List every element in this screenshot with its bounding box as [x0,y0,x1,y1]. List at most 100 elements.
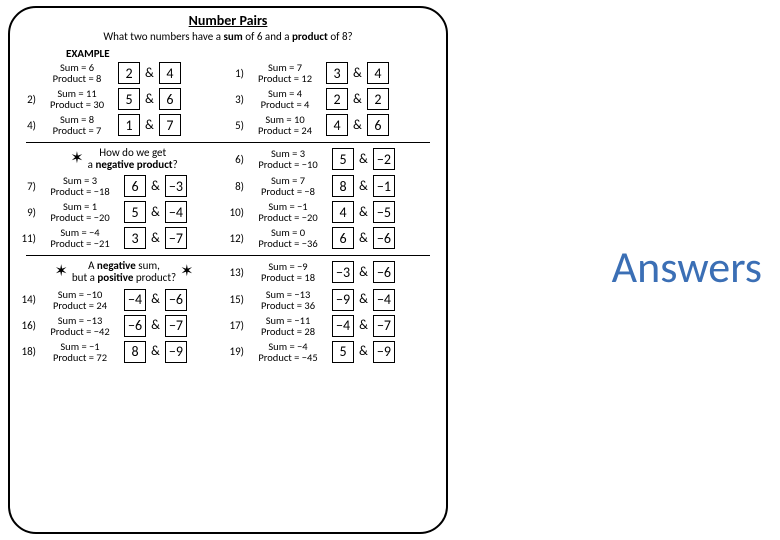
question-number: 9) [20,206,38,219]
question-number: 19) [228,345,246,358]
question-number: 5) [228,119,246,132]
row-q14-q15: 14) Sum = −10 Product = 24 −4 & −6 15) S… [20,289,436,311]
q17-cell: 17) Sum = −11 Product = 28 −4 & −7 [228,315,436,337]
answer-box-a: −6 [124,315,146,337]
question-number: 18) [20,345,38,358]
question-number: 4) [20,119,38,132]
answer-box-b: −7 [165,227,187,249]
answer-box-b: −6 [373,261,395,283]
sum-product-spec: Sum = −1 Product = 72 [38,341,122,363]
row-q9-q10: 9) Sum = 1 Product = −20 5 & −4 10) Sum … [20,201,436,223]
q9-cell: 9) Sum = 1 Product = −20 5 & −4 [20,201,228,223]
hint-line: sum, [136,259,160,272]
product-text: Product = 12 [258,73,312,84]
sum-product-spec: Sum = 7 Product = −8 [246,175,330,197]
product-text: Product = 28 [261,326,315,337]
answer-box-a: 3 [124,227,146,249]
row-hint2-q13: ✶ A negative sum, but a positive product… [20,260,436,284]
answer-box-a: 2 [326,88,348,110]
worksheet-title: Number Pairs [20,12,436,29]
product-text: Product = −20 [258,212,317,223]
q6-cell: 6) Sum = 3 Product = −10 5 & −2 [228,148,436,170]
q3-cell: 3) Sum = 4 Product = 4 2 & 2 [228,88,436,110]
answer-box-b: −4 [373,289,395,311]
answer-box-a: 8 [124,341,146,363]
answer-box-a: 5 [118,88,140,110]
sum-product-spec: Sum = 3 Product = −10 [246,148,330,170]
ampersand: & [142,66,157,81]
sum-product-spec: Sum = −13 Product = 36 [246,289,330,311]
answer-box-a: 5 [332,148,354,170]
ampersand: & [350,66,365,81]
sum-text: Sum = −1 [60,341,99,352]
product-text: Product = 24 [258,125,312,136]
answer-box-b: 6 [159,88,181,110]
answer-box-a: −4 [332,315,354,337]
ampersand: & [356,265,371,280]
worksheet-card: Number Pairs What two numbers have a sum… [8,6,448,534]
sum-product-spec: Sum = 7 Product = 12 [246,62,324,84]
q12-cell: 12) Sum = 0 Product = −36 6 & −6 [228,227,436,249]
answer-box-a: −9 [332,289,354,311]
product-text: Product = −10 [258,159,317,170]
row-q7-q8: 7) Sum = 3 Product = −18 6 & −3 8) Sum =… [20,175,436,197]
ampersand: & [148,344,163,359]
product-text: Product = 72 [53,352,107,363]
q13-cell: 13) Sum = −9 Product = 18 −3 & −6 [228,261,436,283]
answer-box-a: 6 [332,227,354,249]
answer-box-b: 7 [159,114,181,136]
divider [26,142,430,143]
q2-cell: 2) Sum = 11 Product = 30 5 & 6 [20,88,228,110]
worksheet-prompt: What two numbers have a sum of 6 and a p… [20,30,436,43]
sum-product-spec: Sum = −4 Product = −45 [246,341,330,363]
product-text: Product = 4 [261,99,310,110]
question-number: 12) [228,232,246,245]
answer-box-a: −4 [124,289,146,311]
ampersand: & [350,92,365,107]
q5-cell: 5) Sum = 10 Product = 24 4 & 6 [228,114,436,136]
divider [26,255,430,256]
question-number: 6) [228,153,246,166]
answer-box-b: −7 [165,315,187,337]
prompt-text: of 8? [328,30,353,43]
hint-line: but a [72,271,98,284]
ampersand: & [356,152,371,167]
question-number: 15) [228,293,246,306]
answer-box-a: 5 [124,201,146,223]
question-number: 8) [228,180,246,193]
answer-box-b: −3 [165,175,187,197]
example-label: EXAMPLE [66,47,436,60]
ampersand: & [148,179,163,194]
hint-positive-product: ✶ A negative sum, but a positive product… [20,260,228,284]
sum-product-spec: Sum = 3 Product = −18 [38,175,122,197]
hint-bold: positive [97,271,133,284]
answer-box-a: 4 [332,201,354,223]
row-q18-q19: 18) Sum = −1 Product = 72 8 & −9 19) Sum… [20,341,436,363]
answer-box-b: −9 [165,341,187,363]
ampersand: & [148,231,163,246]
answer-box-b: −5 [373,201,395,223]
product-text: Product = −45 [258,352,317,363]
ampersand: & [142,118,157,133]
prompt-sum: sum [223,30,242,43]
answer-box-b: 4 [367,62,389,84]
answer-box-b: 6 [367,114,389,136]
sum-product-spec: Sum = 1 Product = −20 [38,201,122,223]
sum-product-spec: Sum = −4 Product = −21 [38,227,122,249]
product-text: Product = 36 [261,300,315,311]
row-example: Sum = 6 Product = 8 2 & 4 1) Sum = 7 Pro… [20,62,436,84]
product-text: Product = 8 [53,73,102,84]
sum-text: Sum = −10 [58,289,103,300]
hint-text: A negative sum, but a positive product? [72,260,176,284]
example-cell: Sum = 6 Product = 8 2 & 4 [20,62,228,84]
prompt-text: of 6 and a [243,30,292,43]
ampersand: & [356,231,371,246]
q18-cell: 18) Sum = −1 Product = 72 8 & −9 [20,341,228,363]
row-q4-q5: 4) Sum = 8 Product = 7 1 & 7 5) Sum = 10… [20,114,436,136]
q15-cell: 15) Sum = −13 Product = 36 −9 & −4 [228,289,436,311]
answer-box-a: 1 [118,114,140,136]
answer-box-a: 8 [332,175,354,197]
sum-product-spec: Sum = 8 Product = 7 [38,114,116,136]
answer-box-b: 2 [367,88,389,110]
q19-cell: 19) Sum = −4 Product = −45 5 & −9 [228,341,436,363]
